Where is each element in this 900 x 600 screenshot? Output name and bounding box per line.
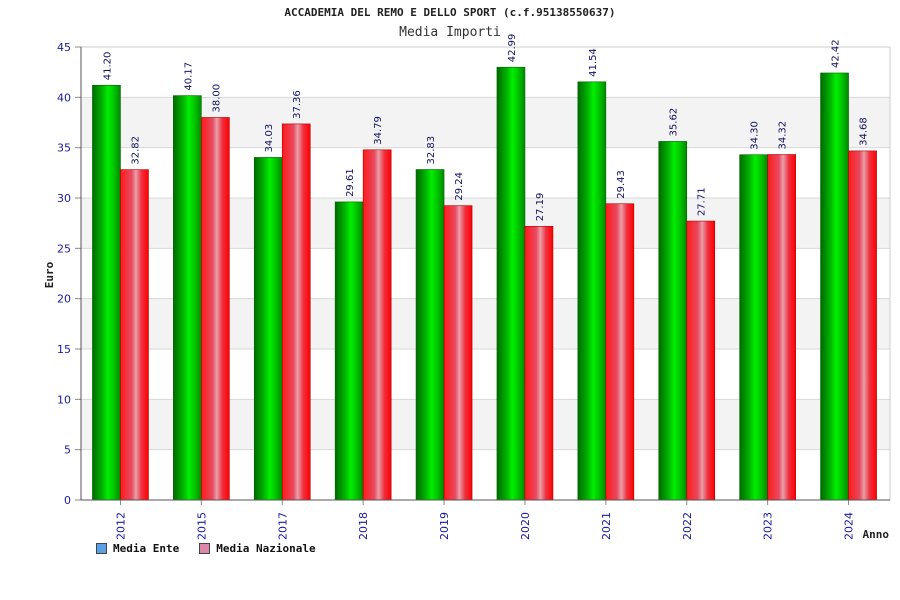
- bar-media-nazionale-2019: [443, 205, 473, 501]
- grid-band: [81, 47, 890, 98]
- bar-media-nazionale-2012: [120, 169, 149, 501]
- legend-swatch-media-ente: [96, 543, 107, 554]
- data-label: 40.17: [183, 62, 194, 91]
- bar-media-nazionale-2017: [281, 123, 311, 501]
- bar-media-ente-2023: [739, 154, 768, 501]
- y-tick-label: 20: [57, 293, 71, 306]
- data-label: 34.68: [859, 117, 870, 146]
- bar-media-ente-2024: [820, 72, 849, 501]
- bar-media-nazionale-2015: [201, 117, 230, 501]
- data-label: 41.54: [588, 48, 599, 77]
- bar-media-ente-2020: [496, 66, 526, 501]
- legend-label-media-nazionale: Media Nazionale: [216, 542, 316, 555]
- y-tick-label: 0: [64, 494, 71, 507]
- bar-media-ente-2021: [577, 81, 607, 501]
- bar-media-ente-2018: [334, 201, 364, 501]
- legend: Media Ente Media Nazionale: [96, 542, 316, 555]
- bar-media-nazionale-2024: [848, 150, 877, 501]
- axes: 0 5 10 15 20 25 30 35 40 45 2012 2015 2017 2018 2019 20…: [57, 41, 890, 540]
- data-label: 29.61: [345, 168, 356, 197]
- bar-media-nazionale-2020: [524, 225, 554, 501]
- bar-media-ente-2019: [415, 169, 445, 501]
- data-label: 42.42: [831, 39, 842, 68]
- data-label: 34.03: [264, 124, 275, 153]
- x-tick-label: 2019: [438, 512, 451, 540]
- bar-media-nazionale-2021: [605, 203, 635, 501]
- y-tick-label: 30: [57, 192, 71, 205]
- x-tick-label: 2022: [681, 512, 694, 540]
- data-label: 34.79: [373, 116, 384, 145]
- bar-media-nazionale-2022: [686, 220, 716, 501]
- x-tick-label: 2018: [357, 512, 370, 540]
- y-tick-label: 40: [57, 91, 71, 104]
- bar-media-ente-2012: [92, 84, 121, 501]
- data-label: 42.99: [507, 34, 518, 63]
- y-tick-label: 10: [57, 393, 71, 406]
- x-tick-label: 2023: [762, 512, 775, 540]
- data-label: 41.20: [102, 52, 113, 81]
- data-labels: 41.20 32.82 40.17 38.00 34.03 37.36 29.61 34.79…: [102, 34, 869, 222]
- data-label: 29.43: [616, 170, 627, 199]
- data-label: 27.71: [697, 187, 708, 216]
- legend-item-media-nazionale: Media Nazionale: [199, 542, 316, 555]
- chart-title: ACCADEMIA DEL REMO E DELLO SPORT (c.f.95…: [284, 6, 616, 19]
- x-axis-title: Anno: [863, 528, 890, 541]
- legend-swatch-media-nazionale: [199, 543, 211, 554]
- bar-media-ente-2022: [658, 141, 688, 501]
- y-tick-label: 25: [57, 242, 71, 255]
- y-tick-label: 35: [57, 142, 71, 155]
- data-label: 32.83: [426, 136, 437, 165]
- bar-media-ente-2017: [253, 157, 283, 501]
- x-tick-label: 2017: [276, 512, 289, 540]
- bars: [92, 66, 877, 501]
- bar-media-nazionale-2018: [362, 149, 392, 501]
- data-label: 35.62: [669, 108, 680, 137]
- data-label: 34.30: [750, 121, 761, 150]
- data-label: 37.36: [292, 90, 303, 119]
- y-axis-title: Euro: [43, 261, 56, 288]
- legend-item-media-ente: Media Ente: [96, 542, 179, 555]
- y-tick-label: 15: [57, 343, 71, 356]
- data-label: 32.82: [130, 136, 141, 165]
- data-label: 27.19: [535, 193, 546, 222]
- y-tick-label: 45: [57, 41, 71, 54]
- y-tick-label: 5: [64, 444, 71, 457]
- x-tick-label: 2020: [519, 512, 532, 540]
- x-tick-label: 2024: [843, 512, 856, 540]
- bar-media-nazionale-2023: [767, 154, 796, 501]
- data-label: 29.24: [454, 172, 465, 201]
- bar-media-ente-2015: [173, 95, 202, 501]
- legend-label-media-ente: Media Ente: [113, 542, 180, 555]
- x-tick-label: 2012: [114, 512, 127, 540]
- x-tick-label: 2015: [195, 512, 208, 540]
- chart-subtitle: Media Importi: [399, 25, 501, 40]
- x-tick-label: 2021: [600, 512, 613, 540]
- data-label: 34.32: [778, 121, 789, 150]
- data-label: 38.00: [211, 84, 222, 113]
